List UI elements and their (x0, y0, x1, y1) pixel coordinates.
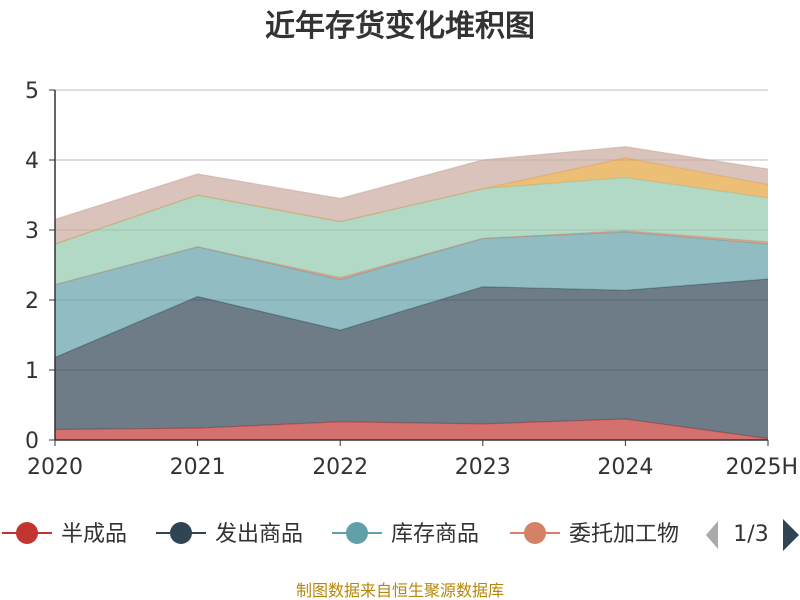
legend-item[interactable]: 半成品 (2, 522, 127, 547)
legend-page-indicator: 1/3 (733, 522, 768, 547)
legend-label: 库存商品 (391, 522, 479, 547)
legend-item[interactable]: 库存商品 (332, 522, 479, 547)
legend-label: 半成品 (61, 522, 127, 547)
area-series-0 (55, 419, 768, 440)
x-tick-label: 2024 (597, 455, 653, 480)
area-series-2 (55, 232, 768, 358)
y-tick-label: 5 (25, 79, 39, 104)
x-tick-label: 2020 (27, 455, 83, 480)
legend-marker (524, 522, 546, 544)
y-tick-label: 3 (25, 219, 39, 244)
legend-label: 发出商品 (215, 522, 303, 547)
x-tick-label: 2023 (455, 455, 511, 480)
legend-prev-page-icon[interactable] (706, 521, 718, 549)
legend: 半成品 发出商品 库存商品 委托加工物 1/3 (2, 519, 799, 551)
y-tick-label: 2 (25, 289, 39, 314)
x-tick-label: 2021 (170, 455, 226, 480)
area-series-6 (55, 146, 768, 244)
area-edge-6 (54, 146, 769, 221)
area-series (54, 146, 769, 440)
area-series-5 (55, 157, 768, 244)
area-series-1 (55, 279, 768, 439)
area-series-4 (55, 177, 768, 285)
legend-marker (170, 522, 192, 544)
legend-item[interactable]: 委托加工物 (510, 522, 679, 547)
x-tick-label: 2025H (725, 455, 798, 480)
legend-label: 委托加工物 (569, 522, 679, 547)
x-tick-label: 2022 (312, 455, 368, 480)
legend-next-page-icon[interactable] (783, 519, 799, 551)
legend-marker (346, 522, 368, 544)
chart-title: 近年存货变化堆积图 (265, 9, 535, 44)
y-tick-label: 4 (25, 149, 39, 174)
axes: 0 1 2 3 4 5 2020 2021 2022 2023 2024 2025H (25, 79, 798, 480)
legend-marker (16, 522, 38, 544)
legend-item[interactable]: 发出商品 (156, 522, 303, 547)
y-tick-label: 0 (25, 429, 39, 454)
y-tick-label: 1 (25, 359, 39, 384)
data-source-note: 制图数据来自恒生聚源数据库 (296, 581, 504, 600)
